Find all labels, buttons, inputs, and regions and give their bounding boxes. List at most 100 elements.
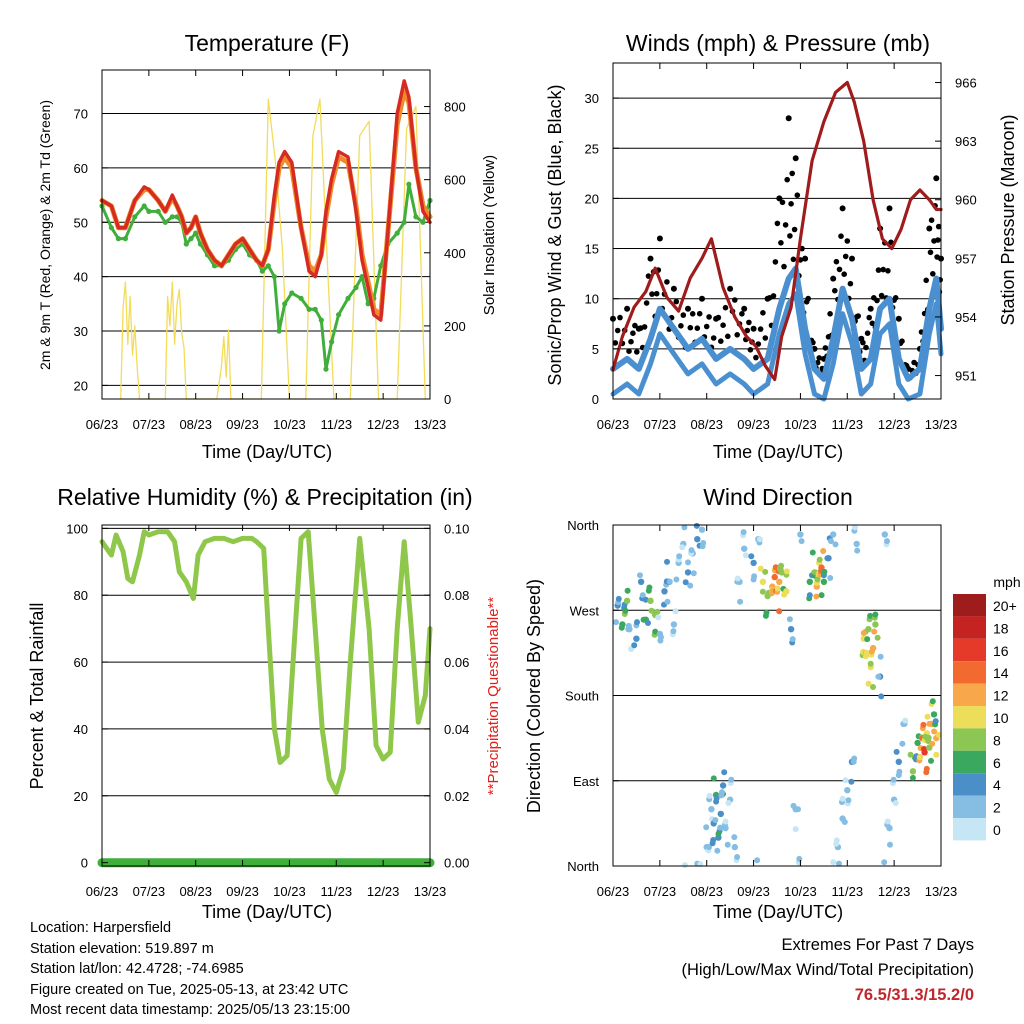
direction-point — [724, 841, 731, 848]
rh-line — [99, 529, 433, 795]
2-xtick-label: 11/23 — [320, 884, 352, 899]
pressure-line — [611, 80, 943, 382]
direction-point — [731, 834, 738, 841]
gust-point — [838, 233, 844, 239]
extremes-heading: Extremes For Past 7 Days — [781, 936, 974, 954]
direction-point — [712, 817, 719, 824]
gust-point — [934, 254, 940, 260]
temperature-y2tick-label: 0 — [444, 392, 451, 407]
rh-plot-frame — [101, 524, 431, 867]
winds-panel: Winds (mph) & Pressure (mb) 06/23 07/23 08… — [545, 30, 1018, 462]
direction-point — [884, 818, 891, 825]
direction-point — [875, 673, 882, 680]
direction-point — [921, 746, 927, 752]
direction-point — [935, 731, 942, 738]
gust-point — [715, 314, 722, 321]
temperature-ytick-label: 50 — [74, 215, 88, 230]
direction-point — [783, 568, 790, 575]
0-xtick-label: 10/23 — [273, 417, 306, 432]
0-xtick-label: 11/23 — [320, 417, 352, 432]
2-xtick-label: 09/23 — [226, 884, 259, 899]
direction-point — [781, 591, 788, 598]
direction-point — [893, 748, 900, 755]
rh-ytick-label: 0 — [81, 856, 88, 871]
dewpoint-point — [108, 225, 114, 231]
direction-point — [622, 607, 629, 614]
dewpoint-point — [345, 295, 351, 301]
figure-created: Figure created on Tue, 2025-05-13, at 23… — [30, 981, 349, 998]
direction-point — [828, 538, 834, 545]
colorbar-swatch — [953, 683, 986, 706]
direction-point — [725, 800, 732, 806]
direction-point — [821, 568, 828, 575]
2-xtick-label: 08/23 — [179, 884, 212, 899]
gust-point — [694, 325, 701, 332]
direction-point — [698, 526, 706, 533]
direction-point — [713, 795, 720, 802]
1-xtick-label: 10/23 — [784, 417, 817, 432]
dewpoint-point — [298, 295, 304, 301]
gust-point — [624, 305, 631, 312]
wind-direction-points — [613, 522, 942, 869]
1-xtick-label: 12/23 — [878, 417, 911, 432]
dewpoint-point — [353, 284, 359, 291]
gust-point — [746, 319, 752, 326]
gust-point — [725, 333, 731, 340]
direction-point — [719, 782, 727, 789]
gust-point — [842, 253, 849, 260]
gust-point — [867, 305, 874, 312]
gust-point — [664, 279, 670, 285]
gust-point — [741, 305, 748, 312]
direction-point — [759, 588, 766, 595]
direction-point — [895, 758, 902, 765]
direction-point — [890, 776, 897, 783]
colorbar-label: 10 — [993, 710, 1009, 726]
winds-axes: 06/23 07/23 08/23 09/23 10/23 11/23 12/23 13/23… — [585, 63, 977, 432]
gust-point — [696, 310, 703, 317]
gust-point — [866, 314, 872, 321]
direction-point — [923, 765, 930, 772]
direction-point — [813, 593, 820, 600]
rh-right-ylabel: **Precipitation Questionable** — [485, 597, 502, 796]
gust-point — [878, 292, 885, 299]
wind-direction-ytick-label: North — [567, 859, 599, 874]
direction-point — [867, 660, 874, 667]
direction-point — [613, 619, 619, 626]
direction-point — [642, 596, 649, 603]
winds-title: Winds (mph) & Pressure (mb) — [626, 30, 930, 56]
gust-point — [687, 324, 694, 331]
direction-point — [792, 826, 799, 833]
colorbar-title: mph — [993, 574, 1020, 590]
direction-point — [737, 598, 744, 605]
colorbar-label: 16 — [993, 643, 1009, 659]
gust-point — [732, 297, 738, 303]
direction-point — [852, 524, 858, 531]
direction-point — [806, 578, 813, 585]
gust-point — [632, 322, 638, 329]
winds-y2tick-label: 957 — [955, 251, 977, 266]
temperature-panel: Temperature (F) 06/23 07/23 08/23 09/23 10/2… — [37, 30, 498, 462]
direction-point — [867, 612, 874, 619]
direction-point — [899, 740, 906, 747]
gust-point — [935, 237, 941, 243]
gust-point — [805, 295, 811, 302]
gust-point — [678, 323, 684, 329]
speed-colorbar: mph 20+ 18 16 14 12 10 8 6 4 2 0 — [953, 574, 1021, 841]
wind-series — [610, 265, 944, 402]
0-xtick-label: 08/23 — [179, 417, 212, 432]
wind-direction-ytick-label: South — [565, 689, 599, 704]
gust-point — [630, 330, 636, 337]
direction-point — [865, 626, 872, 633]
gust-point — [720, 322, 726, 329]
gust-point — [847, 280, 854, 287]
direction-point — [909, 768, 917, 775]
direction-point — [932, 718, 939, 725]
colorbar-swatch — [953, 795, 986, 818]
temperature-y2tick-label: 800 — [444, 100, 466, 115]
direction-point — [824, 555, 831, 562]
dewpoint-point — [378, 263, 384, 269]
gust-point — [643, 300, 650, 306]
direction-point — [830, 531, 837, 538]
direction-point — [719, 789, 725, 796]
gust-point — [833, 258, 840, 265]
